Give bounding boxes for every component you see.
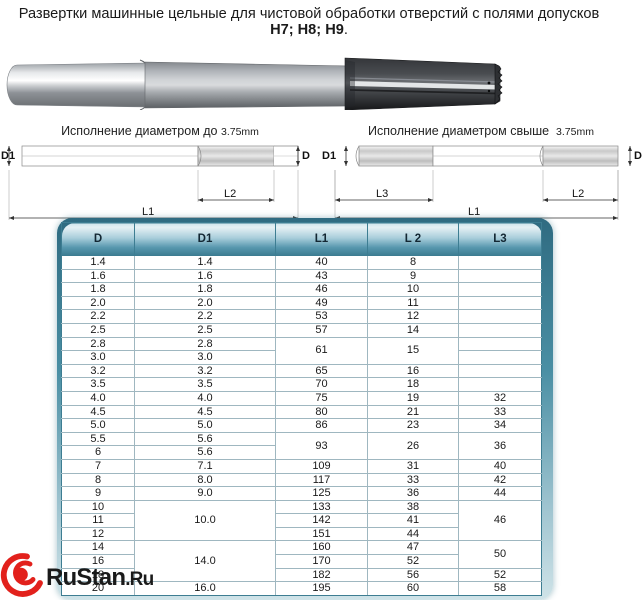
svg-text:D1: D1 xyxy=(1,150,15,162)
svg-text:D1: D1 xyxy=(322,150,336,162)
svg-text:L2: L2 xyxy=(572,188,584,200)
svg-text:L3: L3 xyxy=(376,188,388,200)
svg-text:L2: L2 xyxy=(224,188,236,200)
svg-text:D: D xyxy=(634,150,642,162)
svg-text:D: D xyxy=(302,150,310,162)
svg-text:L1: L1 xyxy=(468,206,480,218)
svg-text:L1: L1 xyxy=(142,206,154,218)
